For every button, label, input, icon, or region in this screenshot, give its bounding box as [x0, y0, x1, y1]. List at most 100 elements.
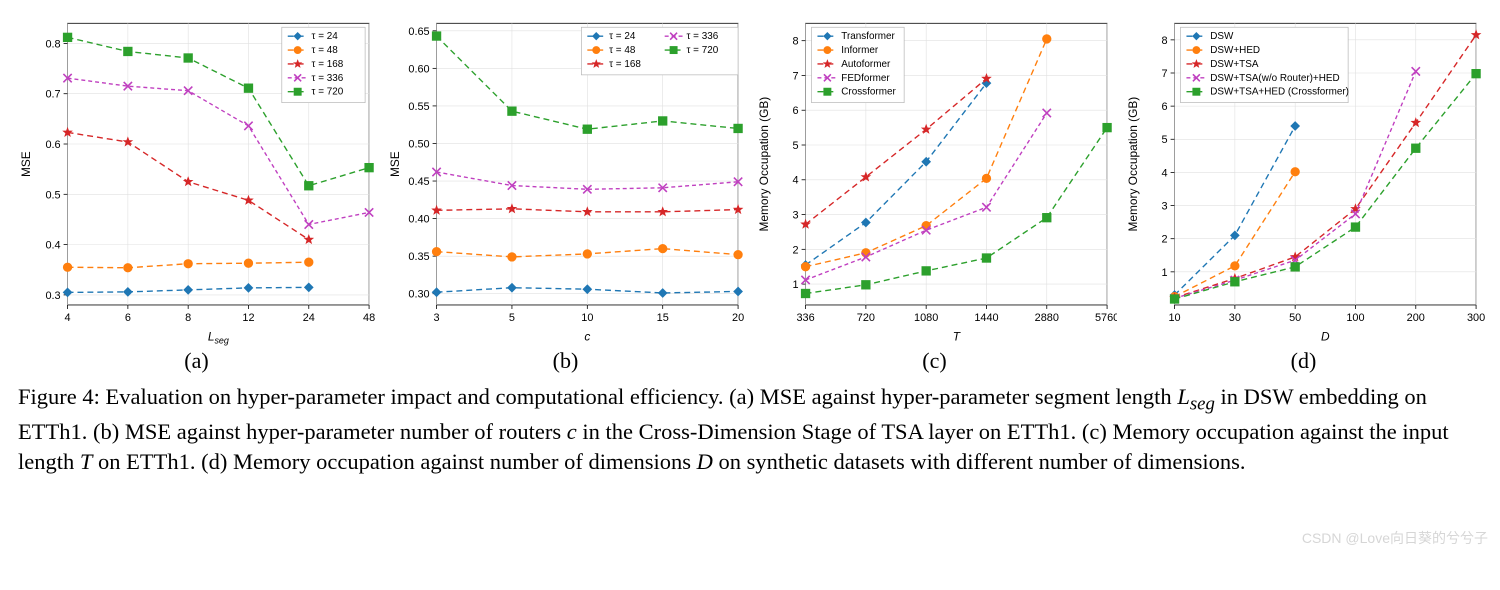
svg-text:τ = 168: τ = 168 — [609, 59, 641, 70]
caption-text-4: on ETTh1. (d) Memory occupation against … — [92, 449, 696, 474]
svg-text:Transformer: Transformer — [841, 31, 895, 42]
svg-text:720: 720 — [857, 312, 875, 324]
caption-var-d: D — [697, 449, 713, 474]
figure-caption: Figure 4: Evaluation on hyper-parameter … — [0, 374, 1500, 477]
svg-text:8: 8 — [185, 312, 191, 324]
svg-text:FEDformer: FEDformer — [841, 73, 890, 84]
chart-d: 10 30 50 100 200 300 1 2 3 4 5 6 7 8 D Memory Occupatio… — [1121, 10, 1486, 350]
svg-text:0.50: 0.50 — [408, 138, 429, 150]
svg-text:0.40: 0.40 — [408, 214, 429, 226]
svg-text:0.30: 0.30 — [408, 289, 429, 301]
svg-text:3: 3 — [434, 312, 440, 324]
svg-text:T: T — [953, 330, 961, 344]
svg-text:1080: 1080 — [914, 312, 938, 324]
svg-text:0.5: 0.5 — [45, 189, 60, 201]
svg-text:0.55: 0.55 — [408, 101, 429, 113]
svg-text:3: 3 — [793, 210, 799, 222]
svg-text:0.8: 0.8 — [45, 38, 60, 50]
svg-text:0.65: 0.65 — [408, 26, 429, 38]
chart-c: 336720108014402880576012345678TMemory Oc… — [752, 10, 1117, 350]
svg-text:τ = 336: τ = 336 — [687, 31, 719, 42]
svg-text:200: 200 — [1407, 312, 1425, 324]
svg-text:5: 5 — [509, 312, 515, 324]
svg-text:2880: 2880 — [1035, 312, 1059, 324]
svg-text:4: 4 — [65, 312, 71, 324]
panel-d: 10 30 50 100 200 300 1 2 3 4 5 6 7 8 D Memory Occupatio… — [1121, 10, 1486, 374]
svg-text:2: 2 — [793, 244, 799, 256]
svg-text:Lseg: Lseg — [208, 330, 229, 346]
svg-text:2: 2 — [1162, 234, 1168, 246]
svg-text:12: 12 — [242, 312, 254, 324]
svg-text:7: 7 — [793, 70, 799, 82]
svg-text:5760: 5760 — [1095, 312, 1117, 324]
svg-text:τ = 48: τ = 48 — [312, 45, 339, 56]
svg-text:Memory Occupation (GB): Memory Occupation (GB) — [757, 97, 771, 232]
svg-text:Informer: Informer — [841, 45, 879, 56]
panel-row: 4681224480.30.40.50.60.70.8LsegMSEτ = 24… — [0, 0, 1500, 374]
caption-var-lseg: L — [1177, 384, 1190, 409]
svg-text:Crossformer: Crossformer — [841, 87, 896, 98]
svg-text:0.3: 0.3 — [45, 290, 60, 302]
svg-text:DSW+HED: DSW+HED — [1210, 45, 1260, 56]
svg-text:MSE: MSE — [388, 151, 402, 177]
svg-text:4: 4 — [1162, 167, 1168, 179]
svg-text:10: 10 — [581, 312, 593, 324]
panel-letter-d: (d) — [1121, 348, 1486, 374]
svg-text:τ = 720: τ = 720 — [312, 87, 344, 98]
panel-a: 4 6 8 12 24 48 0.3 0.4 0.5 0.6 0.7 0.8 Lseg MSE τ = 24… — [14, 10, 379, 374]
svg-text:6: 6 — [1162, 101, 1168, 113]
svg-text:τ = 24: τ = 24 — [312, 31, 339, 42]
svg-text:τ = 48: τ = 48 — [609, 45, 636, 56]
svg-text:1: 1 — [793, 279, 799, 291]
svg-text:48: 48 — [363, 312, 375, 324]
svg-text:τ = 168: τ = 168 — [312, 59, 344, 70]
svg-text:1: 1 — [1162, 267, 1168, 279]
caption-var-lseg-sub: seg — [1190, 394, 1215, 415]
svg-text:D: D — [1321, 330, 1330, 344]
panel-letter-c: (c) — [752, 348, 1117, 374]
svg-text:100: 100 — [1346, 312, 1364, 324]
svg-text:MSE: MSE — [19, 151, 33, 177]
svg-text:0.7: 0.7 — [45, 89, 60, 101]
svg-text:5: 5 — [793, 140, 799, 152]
svg-text:c: c — [584, 330, 590, 344]
svg-text:10: 10 — [1168, 312, 1180, 324]
svg-text:3: 3 — [1162, 201, 1168, 213]
svg-text:336: 336 — [796, 312, 814, 324]
svg-text:0.35: 0.35 — [408, 251, 429, 263]
chart-b: 351015200.300.350.400.450.500.550.600.65… — [383, 10, 748, 350]
panel-letter-a: (a) — [14, 348, 379, 374]
svg-text:DSW: DSW — [1210, 31, 1234, 42]
svg-text:τ = 336: τ = 336 — [312, 73, 344, 84]
svg-text:5: 5 — [1162, 134, 1168, 146]
svg-text:6: 6 — [125, 312, 131, 324]
svg-text:1440: 1440 — [974, 312, 998, 324]
svg-text:300: 300 — [1467, 312, 1485, 324]
svg-text:DSW+TSA(w/o Router)+HED: DSW+TSA(w/o Router)+HED — [1210, 73, 1339, 84]
svg-text:8: 8 — [793, 36, 799, 48]
panel-c: 336720108014402880576012345678TMemory Oc… — [752, 10, 1117, 374]
panel-b: 351015200.300.350.400.450.500.550.600.65… — [383, 10, 748, 374]
svg-text:τ = 720: τ = 720 — [687, 45, 719, 56]
caption-var-t: T — [80, 449, 93, 474]
svg-text:0.6: 0.6 — [45, 139, 60, 151]
caption-var-c: c — [567, 419, 577, 444]
svg-text:30: 30 — [1229, 312, 1241, 324]
svg-text:7: 7 — [1162, 68, 1168, 80]
svg-text:Memory Occupation (GB): Memory Occupation (GB) — [1126, 97, 1140, 232]
svg-text:4: 4 — [793, 175, 799, 187]
svg-text:8: 8 — [1162, 35, 1168, 47]
caption-text-5: on synthetic datasets with different num… — [713, 449, 1246, 474]
svg-text:Autoformer: Autoformer — [841, 59, 891, 70]
svg-text:15: 15 — [657, 312, 669, 324]
svg-text:24: 24 — [303, 312, 315, 324]
caption-text-1: Figure 4: Evaluation on hyper-parameter … — [18, 384, 1177, 409]
svg-text:0.45: 0.45 — [408, 176, 429, 188]
svg-text:0.4: 0.4 — [45, 240, 60, 252]
panel-letter-b: (b) — [383, 348, 748, 374]
svg-text:DSW+TSA+HED (Crossformer): DSW+TSA+HED (Crossformer) — [1210, 87, 1349, 98]
chart-a: 4 6 8 12 24 48 0.3 0.4 0.5 0.6 0.7 0.8 Lseg MSE τ = 24… — [14, 10, 379, 350]
svg-text:τ = 24: τ = 24 — [609, 31, 636, 42]
svg-text:0.60: 0.60 — [408, 63, 429, 75]
svg-text:50: 50 — [1289, 312, 1301, 324]
